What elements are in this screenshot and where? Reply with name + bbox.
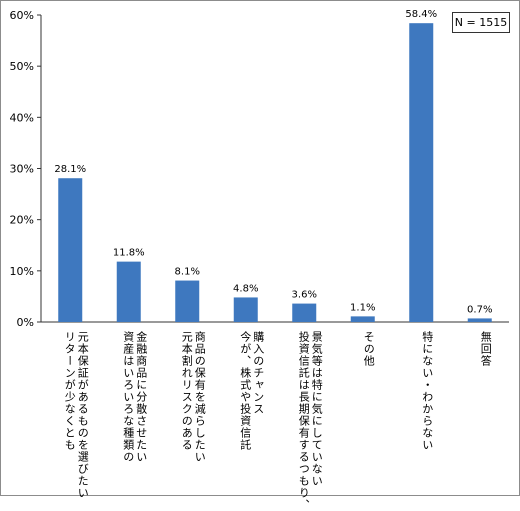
- bar: [350, 316, 375, 322]
- sample-size-note: N = 1515: [452, 12, 510, 33]
- y-tick-label: 0%: [17, 316, 34, 329]
- bar-value-label: 1.1%: [350, 302, 375, 313]
- y-tick-label: 20%: [10, 214, 34, 227]
- y-tick-label: 10%: [10, 265, 34, 278]
- x-category-label: 特にない・わからない: [420, 331, 434, 451]
- x-category-label: 購入のチャンス 今が、株式や投資信託: [238, 331, 265, 451]
- bar-chart: 0% 10% 20% 30% 40% 50% 60% 28.1% 11.8% 8.1% 4.8% 3.…: [10, 9, 509, 329]
- bar-value-label: 11.8%: [113, 248, 145, 259]
- bar: [467, 318, 492, 322]
- y-tick-label: 40%: [10, 111, 34, 124]
- bar: [233, 297, 258, 322]
- bar: [58, 178, 83, 322]
- bar-value-label: 58.4%: [405, 9, 437, 20]
- bar: [292, 303, 317, 322]
- x-category-label: 金融商品に分散させたい 資産はいろいろな種類の: [121, 331, 148, 463]
- y-tick-label: 50%: [10, 60, 34, 73]
- bar-value-label: 0.7%: [467, 304, 492, 315]
- x-category-label: 元本保証があるものを選びたい リターンが少なくとも: [63, 331, 90, 499]
- bar-value-label: 4.8%: [233, 283, 258, 294]
- x-category-label: 景気等は特に気にしていない 投資信託は長期保有するつもり、: [297, 331, 324, 511]
- x-category-label: 商品の保有を減らしたい 元本割れリスクのある: [180, 331, 207, 463]
- y-tick-label: 60%: [10, 9, 34, 22]
- bar-value-label: 8.1%: [175, 267, 200, 278]
- bar: [409, 23, 434, 322]
- x-category-label: 無回答: [479, 331, 493, 367]
- bar-value-label: 3.6%: [292, 290, 317, 301]
- bar: [116, 261, 141, 322]
- x-category-label: その他: [362, 331, 376, 367]
- bar: [175, 280, 200, 322]
- y-tick-label: 30%: [10, 163, 34, 176]
- bar-value-label: 28.1%: [54, 164, 86, 175]
